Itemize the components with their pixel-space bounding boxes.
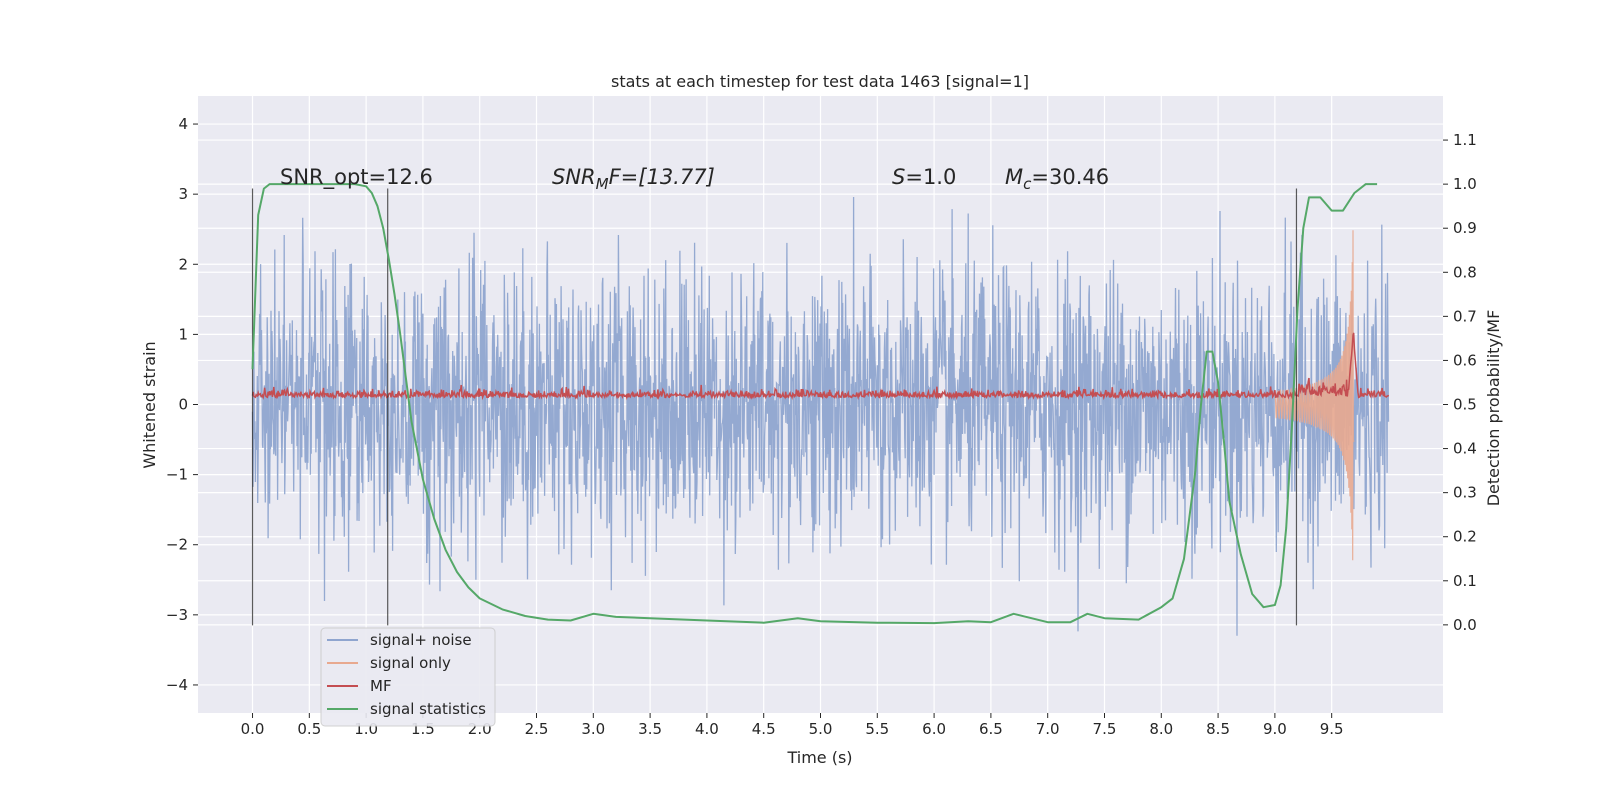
x-tick-label: 0.0	[241, 720, 265, 738]
y-right-tick-label: 0.6	[1453, 351, 1477, 369]
series-signal-only	[1274, 230, 1355, 561]
x-tick-label: 5.5	[865, 720, 889, 738]
legend: signal+ noise signal only MF signal stat…	[320, 627, 496, 727]
legend-label-signal-noise: signal+ noise	[370, 631, 472, 649]
x-tick-label: 6.5	[979, 720, 1003, 738]
x-tick-label: 2.5	[525, 720, 549, 738]
legend-label-signal-statistics: signal statistics	[370, 700, 486, 718]
legend-box	[320, 627, 496, 727]
chart-title: stats at each timestep for test data 146…	[611, 72, 1029, 91]
x-tick-label: 9.5	[1320, 720, 1344, 738]
y-left-tick-label: −4	[166, 676, 188, 694]
y-right-tick-label: 1.0	[1453, 175, 1477, 193]
legend-label-mf: MF	[370, 677, 392, 695]
x-axis-label: Time (s)	[786, 748, 852, 767]
legend-label-signal-only: signal only	[370, 654, 451, 672]
x-tick-label: 7.0	[1036, 720, 1060, 738]
y-left-tick-label: −3	[166, 606, 188, 624]
x-tick-label: 0.5	[297, 720, 321, 738]
x-tick-label: 6.0	[922, 720, 946, 738]
y-axis-left: 4 3 2 1 0 −1 −2 −3 −4	[166, 115, 198, 694]
x-tick-label: 5.0	[809, 720, 833, 738]
y-left-tick-label: 1	[178, 325, 188, 343]
x-tick-label: 7.5	[1093, 720, 1117, 738]
x-tick-label: 3.5	[638, 720, 662, 738]
y-left-tick-label: 0	[178, 396, 188, 414]
annotation-snr-mf: SNRMF=[13.77]	[552, 165, 715, 193]
y-right-tick-label: 0.7	[1453, 307, 1477, 325]
y-axis-left-label: Whitened strain	[140, 341, 159, 468]
signal-only-line	[1274, 230, 1355, 561]
y-left-tick-label: 3	[178, 185, 188, 203]
y-left-tick-label: 2	[178, 255, 188, 273]
x-tick-label: 8.5	[1206, 720, 1230, 738]
window-markers	[251, 188, 1298, 626]
y-axis-right: 1.1 1.0 0.9 0.8 0.7 0.6 0.5 0.4 0.3 0.2 0.1 0.0	[1443, 131, 1477, 634]
x-tick-label: 9.0	[1263, 720, 1287, 738]
x-tick-label: 4.0	[695, 720, 719, 738]
signal-statistics-line	[251, 183, 1378, 625]
y-right-tick-label: 0.4	[1453, 440, 1477, 458]
y-axis-right-label: Detection probability/MF	[1484, 310, 1503, 507]
annotation-s: S=1.0	[892, 165, 956, 189]
annotation-mc: Mc=30.46	[1005, 165, 1109, 193]
x-tick-label: 3.0	[581, 720, 605, 738]
y-right-tick-label: 0.8	[1453, 263, 1477, 281]
annotation-snr-opt: SNR_opt=12.6	[280, 165, 433, 190]
y-right-tick-label: 0.9	[1453, 219, 1477, 237]
y-right-tick-label: 0.0	[1453, 616, 1477, 634]
x-tick-label: 8.0	[1149, 720, 1173, 738]
y-left-tick-label: −1	[166, 466, 188, 484]
mf-line	[251, 332, 1390, 401]
y-right-tick-label: 0.1	[1453, 572, 1477, 590]
series-signal-statistics	[251, 183, 1378, 625]
y-right-tick-label: 0.3	[1453, 484, 1477, 502]
y-right-tick-label: 1.1	[1453, 131, 1477, 149]
x-tick-label: 4.5	[752, 720, 776, 738]
series-mf	[251, 332, 1390, 401]
y-left-tick-label: 4	[178, 115, 188, 133]
y-left-tick-label: −2	[166, 536, 188, 554]
x-axis: 0.0 0.5 1.0 1.5 2.0 2.5 3.0 3.5 4.0 4.5 5.0 5.5 6.0 6…	[241, 713, 1344, 738]
y-right-tick-label: 0.2	[1453, 528, 1477, 546]
y-right-tick-label: 0.5	[1453, 396, 1477, 414]
